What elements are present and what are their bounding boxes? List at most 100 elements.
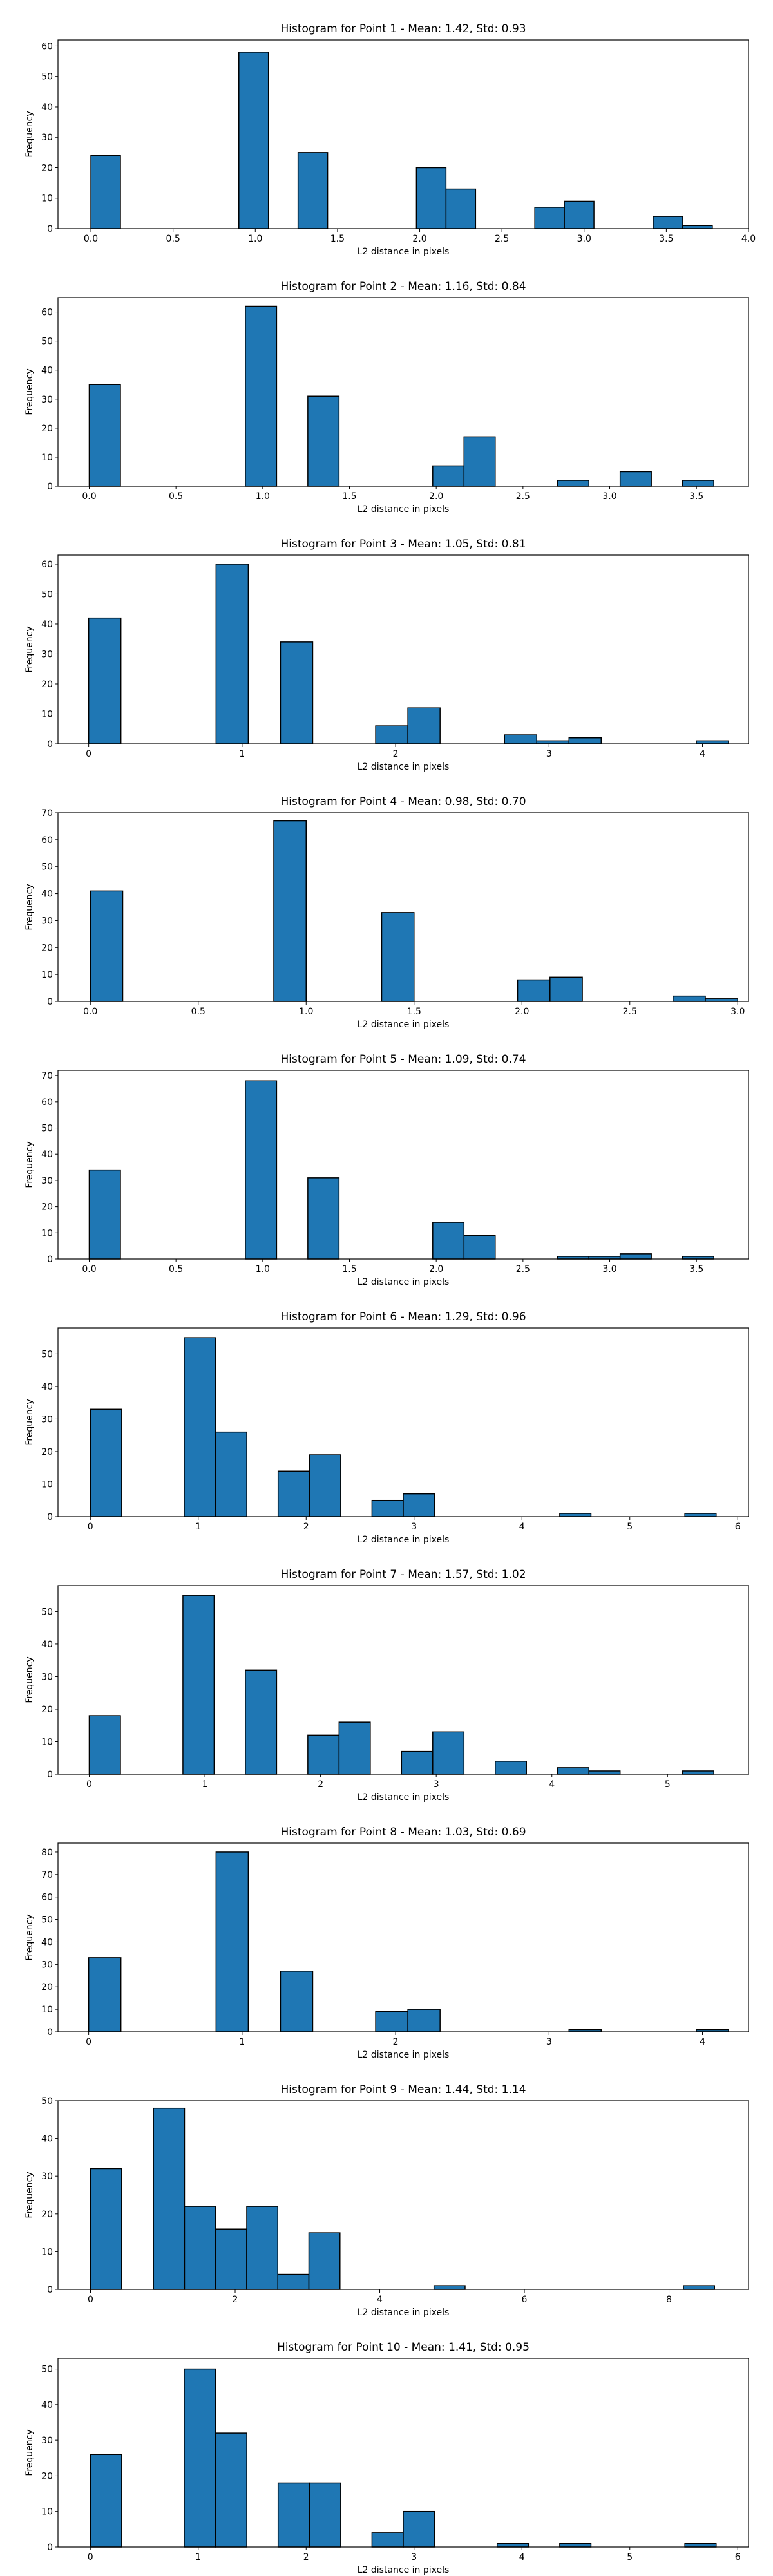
y-tick-label: 20 bbox=[41, 2471, 53, 2481]
bar-8 bbox=[495, 1761, 527, 1775]
y-tick-label: 20 bbox=[41, 679, 53, 690]
plot-frame bbox=[57, 39, 749, 229]
y-tick-label: 30 bbox=[41, 395, 53, 405]
bar-7 bbox=[536, 740, 570, 744]
x-tick-label: 0.0 bbox=[82, 491, 96, 502]
x-tick-label: 0 bbox=[88, 1522, 93, 1532]
x-tick-label: 2 bbox=[303, 2552, 309, 2562]
x-tick-label: 1 bbox=[195, 2552, 201, 2562]
y-tick-label: 20 bbox=[41, 1982, 53, 1993]
y-tick-label: 20 bbox=[41, 2210, 53, 2220]
x-axis-ticks: 0.0 0.5 1.0 1.5 2.0 2.5 3.0 3.5 bbox=[82, 486, 703, 502]
y-tick-label: 40 bbox=[41, 102, 53, 113]
bar-2 bbox=[245, 1080, 278, 1260]
bar-6 bbox=[557, 480, 589, 487]
chart-title: Histogram for Point 3 - Mean: 1.05, Std:… bbox=[280, 538, 526, 551]
bar-5 bbox=[407, 2009, 441, 2032]
bar-7 bbox=[403, 1493, 435, 1517]
bar-8 bbox=[559, 1513, 592, 1517]
chart-title: Histogram for Point 9 - Mean: 1.44, Std:… bbox=[280, 2083, 526, 2096]
plot-frame bbox=[57, 2100, 749, 2290]
bar-3 bbox=[297, 152, 329, 229]
bar-5 bbox=[549, 976, 583, 1002]
y-tick-label: 30 bbox=[41, 1672, 53, 1682]
plot-frame bbox=[57, 1585, 749, 1775]
x-tick-label: 2.5 bbox=[516, 1264, 530, 1274]
bar-1 bbox=[88, 1715, 121, 1775]
y-tick-label: 10 bbox=[41, 1479, 53, 1490]
x-tick-label: 1.5 bbox=[407, 1007, 421, 1017]
y-axis-label: Frequency bbox=[24, 626, 35, 672]
x-axis-label: L2 distance in pixels bbox=[358, 1535, 450, 1545]
histogram-point-5: Histogram for Point 5 - Mean: 1.09, Std:… bbox=[24, 1053, 749, 1287]
y-tick-label: 50 bbox=[41, 862, 53, 873]
y-tick-label: 10 bbox=[41, 2507, 53, 2517]
y-tick-label: 50 bbox=[41, 72, 53, 82]
bar-7 bbox=[619, 471, 652, 487]
bar-6 bbox=[401, 1750, 434, 1775]
x-tick-label: 6 bbox=[735, 2552, 741, 2562]
y-tick-label: 20 bbox=[41, 943, 53, 953]
x-axis-ticks: 0.0 0.5 1.0 1.5 2.0 2.5 3.0 3.5 4.0 bbox=[84, 229, 756, 244]
bar-4 bbox=[375, 2011, 408, 2032]
x-axis-label: L2 distance in pixels bbox=[358, 762, 450, 772]
histogram-point-9: Histogram for Point 9 - Mean: 1.44, Std:… bbox=[24, 2083, 749, 2318]
x-tick-label: 2.0 bbox=[515, 1007, 529, 1017]
x-tick-label: 4 bbox=[377, 2295, 383, 2305]
y-tick-label: 60 bbox=[41, 41, 53, 52]
bar-8 bbox=[496, 2543, 530, 2548]
y-axis-label: Frequency bbox=[24, 2429, 35, 2476]
x-tick-label: 4.0 bbox=[741, 234, 756, 244]
x-tick-label: 2.0 bbox=[412, 234, 426, 244]
chart-title: Histogram for Point 8 - Mean: 1.03, Std:… bbox=[280, 1826, 526, 1839]
chart-title: Histogram for Point 10 - Mean: 1.41, Std… bbox=[277, 2341, 530, 2354]
x-tick-label: 1 bbox=[239, 749, 245, 759]
chart-title: Histogram for Point 6 - Mean: 1.29, Std:… bbox=[280, 1311, 526, 1323]
y-tick-label: 60 bbox=[41, 1097, 53, 1108]
x-tick-label: 2 bbox=[393, 749, 399, 759]
y-axis-label: Frequency bbox=[24, 1399, 35, 1445]
x-axis-label: L2 distance in pixels bbox=[358, 2050, 450, 2060]
bar-2 bbox=[153, 2107, 186, 2290]
bar-5 bbox=[463, 1235, 496, 1260]
y-tick-label: 40 bbox=[41, 1937, 53, 1947]
bar-2 bbox=[184, 2368, 216, 2548]
x-tick-label: 1.5 bbox=[330, 234, 345, 244]
bar-7 bbox=[308, 2232, 341, 2290]
chart-title: Histogram for Point 5 - Mean: 1.09, Std:… bbox=[280, 1053, 526, 1066]
y-axis-ticks: 0 10 20 30 40 50 60 70 bbox=[41, 1071, 58, 1265]
plot-frame bbox=[57, 297, 749, 487]
y-tick-label: 10 bbox=[41, 2247, 53, 2257]
x-tick-label: 2.5 bbox=[516, 491, 530, 502]
x-tick-label: 3.5 bbox=[659, 234, 673, 244]
bar-4 bbox=[517, 979, 551, 1002]
bar-3 bbox=[215, 1431, 247, 1517]
plot-frame bbox=[57, 812, 749, 1002]
bar-4 bbox=[215, 2228, 247, 2290]
histogram-point-10: Histogram for Point 10 - Mean: 1.41, Std… bbox=[24, 2341, 749, 2575]
y-tick-label: 30 bbox=[41, 916, 53, 926]
y-tick-label: 60 bbox=[41, 835, 53, 846]
y-tick-label: 80 bbox=[41, 1848, 53, 1858]
x-tick-label: 0.5 bbox=[169, 1264, 183, 1274]
plot-frame bbox=[57, 2358, 749, 2548]
y-axis-ticks: 0 10 20 30 40 50 60 bbox=[41, 41, 58, 234]
x-tick-label: 3 bbox=[434, 1779, 439, 1790]
bar-3 bbox=[280, 641, 314, 744]
x-tick-label: 5 bbox=[665, 1779, 671, 1790]
y-tick-label: 50 bbox=[41, 1607, 53, 1617]
bar-4 bbox=[415, 167, 447, 229]
y-axis-ticks: 0 10 20 30 40 50 60 70 80 bbox=[41, 1848, 58, 2038]
x-axis-label: L2 distance in pixels bbox=[358, 247, 450, 257]
bar-1 bbox=[90, 2454, 122, 2548]
bars bbox=[88, 305, 714, 487]
bar-10 bbox=[684, 2543, 717, 2548]
histogram-point-8: Histogram for Point 8 - Mean: 1.03, Std:… bbox=[24, 1826, 749, 2060]
bar-6 bbox=[534, 207, 565, 229]
bar-3 bbox=[215, 2432, 247, 2548]
x-tick-label: 1.0 bbox=[256, 1264, 270, 1274]
y-tick-label: 40 bbox=[41, 366, 53, 376]
y-axis-label: Frequency bbox=[24, 884, 35, 930]
bar-2 bbox=[238, 52, 269, 229]
bar-5 bbox=[407, 707, 441, 744]
